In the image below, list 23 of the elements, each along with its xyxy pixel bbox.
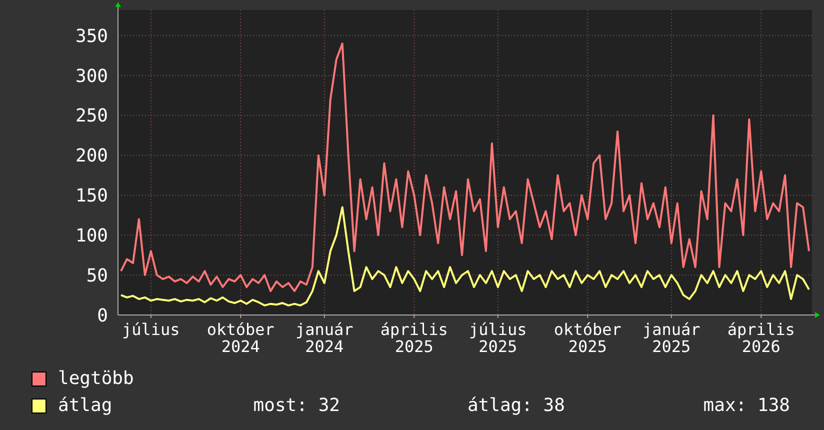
x-tick-label: április 2026 [727, 320, 795, 356]
legend-label: legtöbb [58, 368, 134, 389]
y-tick-label: 300 [75, 66, 108, 87]
y-tick-label: 200 [75, 146, 108, 167]
x-tick-label: október 2024 [206, 320, 275, 356]
y-tick-label: 150 [75, 186, 108, 207]
x-tick-label: április 2025 [380, 320, 448, 356]
text: átlag: 38 [467, 395, 565, 416]
y-tick-label: 250 [75, 106, 108, 127]
x-tick-label: január 2025 [642, 320, 701, 356]
legend-label: átlag [58, 395, 112, 416]
text: max: 138 [703, 395, 790, 416]
y-tick-label: 100 [75, 225, 108, 246]
y-tick-label: 50 [86, 265, 108, 286]
line-series [120, 206, 810, 306]
x-tick-label: július 2025 [469, 320, 527, 356]
x-tick-label: január 2024 [296, 320, 354, 356]
x-tick-label: október 2025 [554, 320, 622, 356]
line-series [120, 42, 810, 292]
y-tick-label: 350 [75, 26, 108, 47]
x-tick-label: július [122, 320, 180, 339]
y-tick-label: 0 [97, 305, 108, 326]
text: most: 32 [253, 395, 340, 416]
